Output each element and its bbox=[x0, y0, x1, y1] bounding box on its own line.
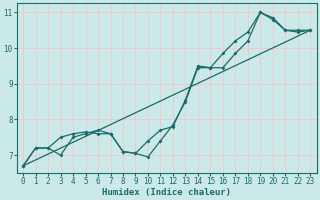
X-axis label: Humidex (Indice chaleur): Humidex (Indice chaleur) bbox=[102, 188, 231, 197]
